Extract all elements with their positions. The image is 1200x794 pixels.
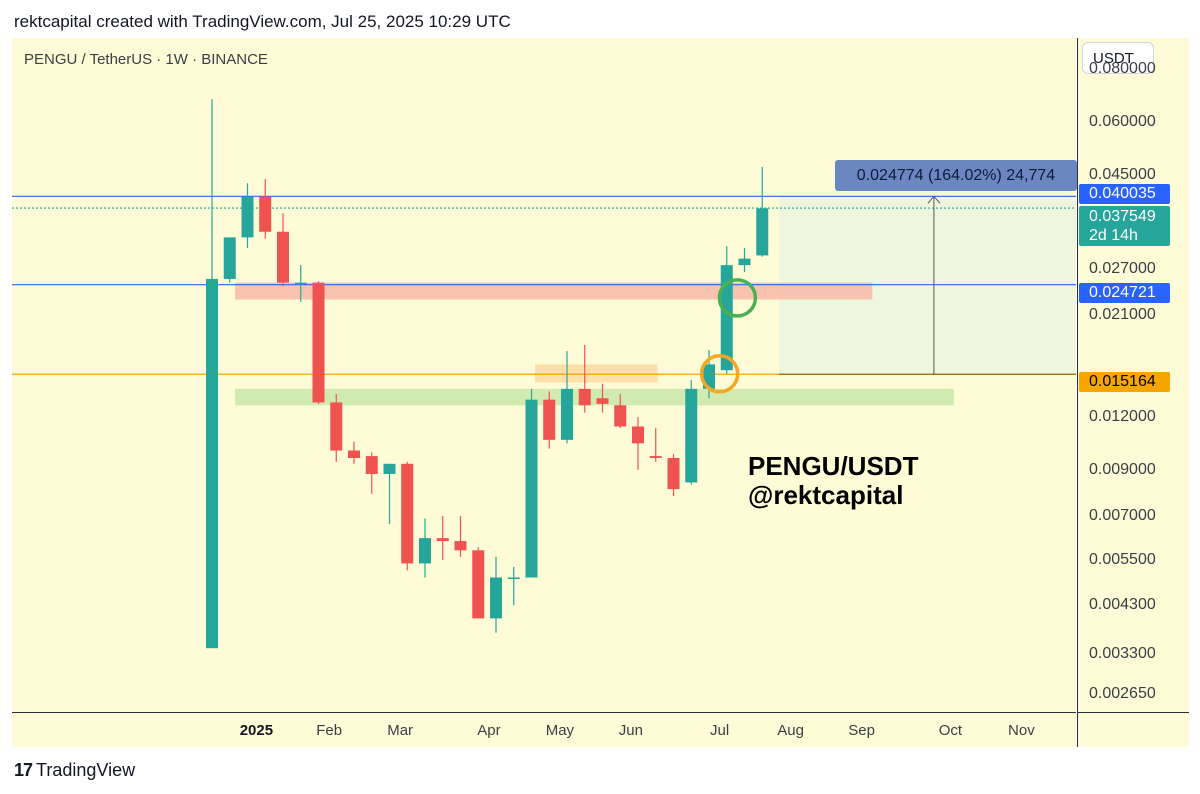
time-scale[interactable]: [12, 712, 1076, 747]
time-tick-label: Aug: [777, 722, 804, 739]
price-tick-label: 0.002650: [1089, 684, 1156, 702]
support-green-zone: [235, 388, 954, 406]
candle-body: [419, 538, 431, 564]
measure-arrow-head: [927, 195, 941, 204]
price-tick-label: 0.007000: [1089, 506, 1156, 524]
candle-body: [454, 541, 467, 551]
time-tick-label: 2025: [239, 722, 274, 739]
time-tick-label: Mar: [387, 722, 414, 739]
price-tick-label: 0.080000: [1089, 60, 1156, 78]
candle-body: [277, 231, 289, 283]
candle-body: [365, 456, 378, 474]
currency-button[interactable]: USDT: [1082, 42, 1154, 74]
price-tick-label: 0.012000: [1089, 408, 1156, 426]
price-tick-label: 0.027000: [1089, 259, 1156, 277]
candle-body: [259, 196, 272, 232]
candle-body: [596, 398, 609, 404]
price-tick-label: 0.045000: [1089, 165, 1156, 183]
resistance-red-zone: [235, 282, 873, 300]
price-label-blue-top: 0.040035: [1079, 184, 1170, 204]
candle-body: [490, 577, 502, 619]
brand-name: TradingView: [36, 760, 136, 780]
scale-corner: [1077, 712, 1189, 747]
candle-body: [312, 282, 325, 403]
candle-body: [720, 265, 733, 371]
countdown: 2d 14h: [1089, 227, 1138, 244]
time-tick-label: Oct: [938, 722, 963, 739]
time-tick-label: Jul: [710, 722, 730, 739]
orange-circle: [699, 354, 740, 394]
candle-body: [241, 196, 254, 238]
chart-annotation: PENGU/USDT @rektcapital: [748, 452, 918, 510]
candle-body: [649, 456, 662, 458]
symbol-title: PENGU / TetherUS · 1W · BINANCE: [24, 51, 268, 68]
annotation-author: @rektcapital: [748, 480, 904, 510]
candle-body: [667, 457, 680, 490]
time-tick-label: Nov: [1008, 722, 1035, 739]
price-label-blue-mid: 0.024721: [1079, 283, 1170, 303]
time-tick-label: May: [545, 722, 575, 739]
candle-body: [738, 258, 751, 266]
price-tick-label: 0.004300: [1089, 596, 1156, 614]
price-label-orange: 0.015164: [1079, 372, 1170, 392]
time-tick-label: Jun: [618, 722, 643, 739]
annotation-pair: PENGU/USDT: [748, 451, 919, 481]
candle-body: [578, 388, 591, 406]
candle-body: [632, 426, 644, 444]
time-tick-label: Sep: [848, 722, 875, 739]
price-tick-label: 0.060000: [1089, 113, 1156, 131]
price-tick-label: 0.005500: [1089, 551, 1156, 569]
candle-body: [507, 577, 520, 580]
candle-body: [401, 463, 414, 564]
candle-body: [561, 388, 573, 440]
price-tick-label: 0.003300: [1089, 644, 1156, 662]
header-attribution: rektcapital created with TradingView.com…: [14, 12, 511, 31]
candle-body: [472, 550, 485, 619]
price-tick-label: 0.009000: [1089, 460, 1156, 478]
candle-body: [294, 282, 307, 285]
orange-zone-zone: [535, 364, 658, 383]
candle-body: [206, 278, 218, 649]
candle-body: [614, 405, 627, 427]
measure-tooltip: 0.024774 (164.02%) 24,774: [835, 160, 1077, 191]
green-circle: [717, 278, 758, 318]
current-price: 0.037549: [1089, 208, 1156, 225]
price-tick-label: 0.021000: [1089, 305, 1156, 323]
price-label-current: 0.037549 2d 14h: [1079, 206, 1170, 246]
tradingview-logo[interactable]: 17 TradingView: [14, 760, 135, 781]
candle-body: [383, 463, 396, 474]
candle-body: [756, 208, 769, 256]
time-tick-label: Feb: [316, 722, 343, 739]
candle-body: [330, 402, 343, 451]
candle-body: [436, 538, 449, 542]
tradingview-logo-mark: 17: [14, 760, 33, 780]
candle-body: [223, 237, 236, 279]
time-tick-label: Apr: [477, 722, 501, 739]
candle-body: [348, 450, 360, 458]
candle-body: [685, 388, 698, 483]
candle-body: [543, 399, 556, 440]
candle-body: [525, 399, 538, 578]
